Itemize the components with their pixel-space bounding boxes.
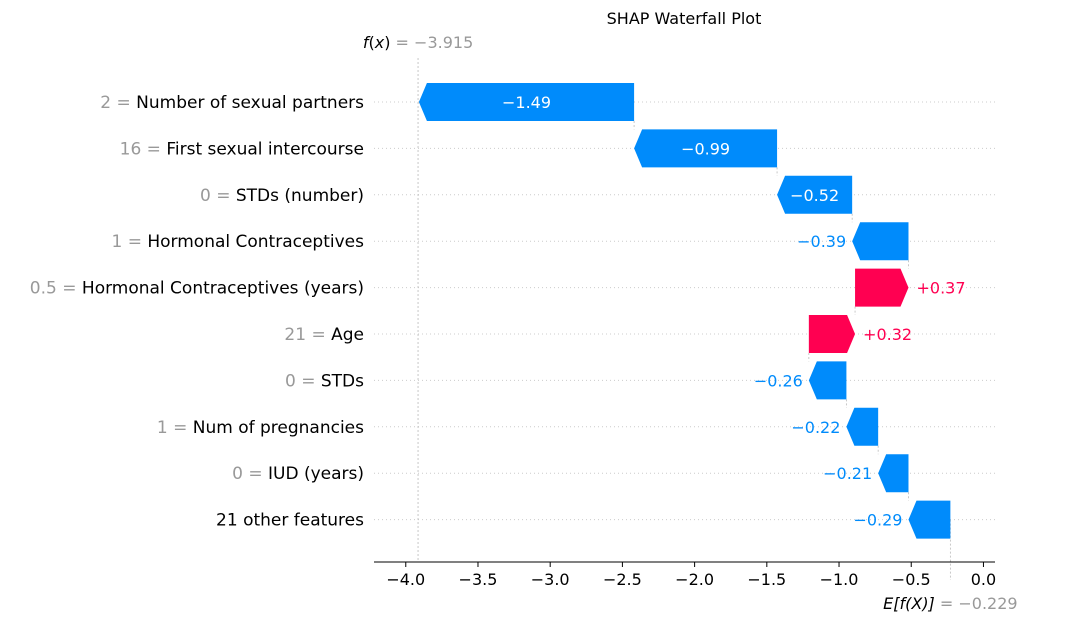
feature-name: STDs xyxy=(321,371,364,391)
x-tick-label: −0.5 xyxy=(892,570,931,589)
feature-label: 1 = Num of pregnancies xyxy=(157,418,364,438)
feature-label: 0 = STDs xyxy=(285,371,364,391)
feature-name: Num of pregnancies xyxy=(193,418,364,438)
equals-sign: = xyxy=(211,186,236,206)
x-tick-label: −4.0 xyxy=(386,570,425,589)
waterfall-bar xyxy=(852,222,909,261)
x-tick-label: −2.5 xyxy=(603,570,642,589)
waterfall-bar xyxy=(846,407,879,446)
x-tick-label: −3.0 xyxy=(531,570,570,589)
feature-label: 0.5 = Hormonal Contraceptives (years) xyxy=(30,279,364,299)
feature-name: IUD (years) xyxy=(268,464,364,484)
feature-label: 21 other features xyxy=(216,511,364,531)
feature-value: 0 xyxy=(232,464,243,484)
fx-label: f(x) = −3.915 xyxy=(363,33,473,52)
fx-name-f: f xyxy=(363,33,371,52)
feature-value: 21 xyxy=(284,325,306,345)
x-tick-label: −1.5 xyxy=(747,570,786,589)
waterfall-bar xyxy=(777,175,853,214)
equals-sign: = xyxy=(111,93,136,113)
bar-value-label: +0.32 xyxy=(863,325,912,344)
waterfall-bar xyxy=(808,315,856,353)
x-tick-label: −1.0 xyxy=(820,570,859,589)
feature-label: 21 = Age xyxy=(284,325,364,345)
x-tick-label: −3.5 xyxy=(459,570,498,589)
chart-title: SHAP Waterfall Plot xyxy=(607,9,762,28)
feature-value: 2 xyxy=(100,93,111,113)
feature-label: 16 = First sexual intercourse xyxy=(120,139,364,159)
feature-name: Hormonal Contraceptives (years) xyxy=(82,279,364,299)
feature-value: 1 xyxy=(111,232,122,252)
equals-sign: = xyxy=(306,325,331,345)
bar-value-label: −0.22 xyxy=(791,418,840,437)
base-name: E[f(X)] xyxy=(883,594,935,613)
feature-label: 0 = IUD (years) xyxy=(232,464,364,484)
waterfall-bar xyxy=(634,129,778,168)
equals-sign: = xyxy=(141,139,166,159)
feature-name: STDs (number) xyxy=(236,186,364,206)
x-tick-label: −2.0 xyxy=(675,570,714,589)
equals-sign: = xyxy=(296,371,321,391)
waterfall-bar xyxy=(855,268,909,307)
feature-name: 21 other features xyxy=(216,511,364,531)
waterfall-bar xyxy=(808,361,847,400)
waterfall-bar xyxy=(878,454,909,493)
base-value: = −0.229 xyxy=(935,594,1018,613)
feature-value: 0 xyxy=(200,186,211,206)
feature-name: Age xyxy=(331,325,364,345)
bar-value-label: −0.29 xyxy=(853,511,902,530)
feature-name: Number of sexual partners xyxy=(136,93,364,113)
waterfall-bar xyxy=(418,83,635,121)
bar-value-label: −0.52 xyxy=(790,186,839,205)
feature-value: 0 xyxy=(285,371,296,391)
feature-value: 16 xyxy=(120,139,142,159)
feature-label: 0 = STDs (number) xyxy=(200,186,364,206)
feature-label: 2 = Number of sexual partners xyxy=(100,93,364,113)
bar-value-label: −0.99 xyxy=(681,139,730,158)
bar-value-label: −0.21 xyxy=(823,464,872,483)
feature-name: First sexual intercourse xyxy=(166,139,364,159)
equals-sign: = xyxy=(122,232,147,252)
feature-value: 0.5 xyxy=(30,279,57,299)
fx-paren-close: ) xyxy=(384,33,390,52)
x-tick-label: 0.0 xyxy=(971,570,996,589)
bar-value-label: −1.49 xyxy=(502,93,551,112)
bar-value-label: +0.37 xyxy=(916,279,965,298)
equals-sign: = xyxy=(57,279,82,299)
fx-name-x: x xyxy=(374,33,385,52)
fx-paren-open: ( xyxy=(368,33,374,52)
equals-sign: = xyxy=(243,464,268,484)
fx-value: = −3.915 xyxy=(390,33,473,52)
feature-label: 1 = Hormonal Contraceptives xyxy=(111,232,364,252)
equals-sign: = xyxy=(168,418,193,438)
base-value-label: E[f(X)] = −0.229 xyxy=(883,594,1017,613)
bar-value-label: −0.39 xyxy=(797,232,846,251)
feature-name: Hormonal Contraceptives xyxy=(147,232,364,252)
bar-value-label: −0.26 xyxy=(754,371,803,390)
feature-value: 1 xyxy=(157,418,168,438)
waterfall-bar xyxy=(908,500,951,539)
